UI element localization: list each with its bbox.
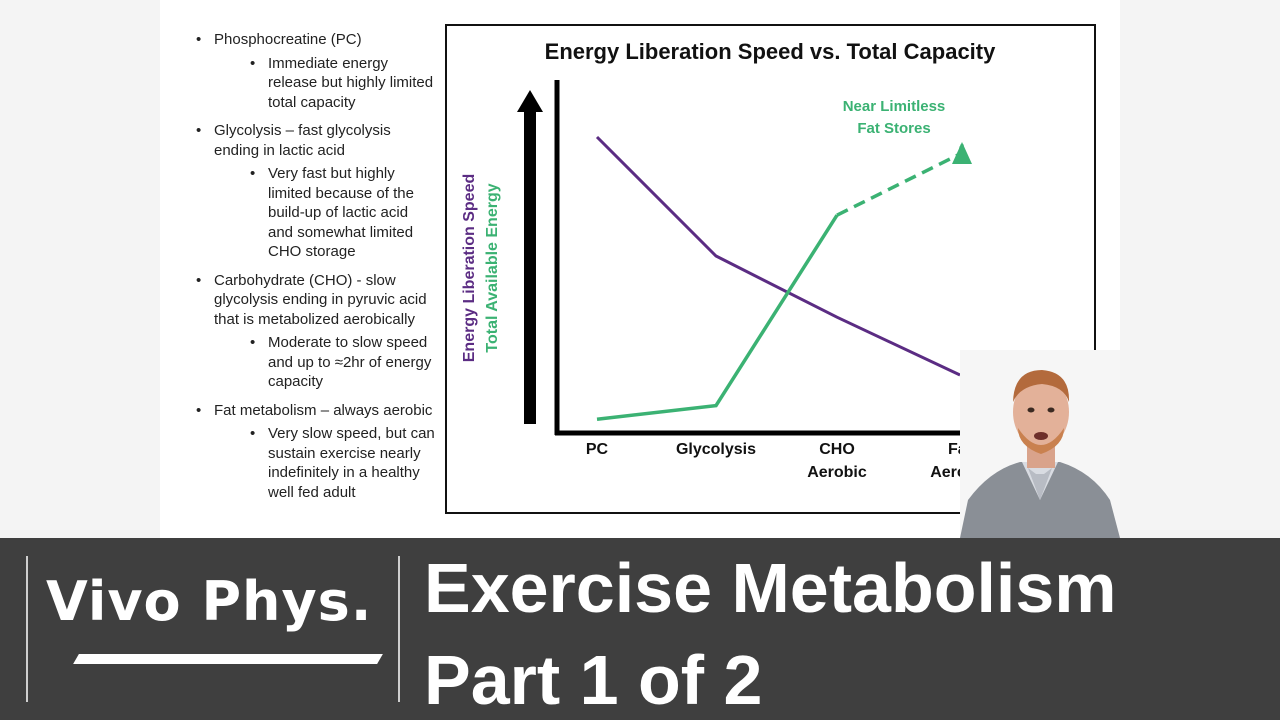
- x-tick-label: CHO: [819, 441, 855, 458]
- slide: Phosphocreatine (PC) Immediate energy re…: [0, 0, 1280, 538]
- y-axis-label-speed: Energy Liberation Speed: [461, 174, 478, 362]
- bullet-item: Carbohydrate (CHO) - slow glycolysis end…: [196, 271, 436, 392]
- sub-bullet-item: Very slow speed, but can sustain exercis…: [214, 424, 436, 502]
- title-banner: [0, 538, 1280, 720]
- presenter-image: [960, 350, 1120, 538]
- sub-bullet-item: Immediate energy release but highly limi…: [214, 54, 436, 113]
- annotation-near-limitless-fat-stores: Near Limitless: [843, 98, 946, 115]
- energy-series-dashed-extension: [836, 141, 964, 217]
- bullet-item: Glycolysis – fast glycolysis ending in l…: [196, 121, 436, 262]
- x-tick-label: Glycolysis: [676, 441, 756, 458]
- bullet-list: Phosphocreatine (PC) Immediate energy re…: [196, 30, 436, 511]
- energy-up-arrow-head: [952, 142, 972, 164]
- sub-bullet-item: Very fast but highly limited because of …: [214, 164, 436, 262]
- x-tick-label: PC: [586, 441, 609, 458]
- energy-series-line: [596, 214, 839, 421]
- annotation-near-limitless-fat-stores: Fat Stores: [857, 120, 930, 137]
- logo-underline: [73, 654, 383, 664]
- y-axis-label-energy: Total Available Energy: [484, 183, 501, 352]
- slide-left-margin: [0, 0, 160, 538]
- divider: [398, 556, 400, 702]
- vivo-phys-logo: Vivo Phys.: [46, 562, 386, 672]
- bullet-item: Fat metabolism – always aerobic Very slo…: [196, 401, 436, 503]
- sub-bullet-item: Moderate to slow speed and up to ≈2hr of…: [214, 333, 436, 392]
- slide-right-margin: [1120, 0, 1280, 538]
- video-title-line-1: Exercise Metabolism: [424, 549, 1117, 627]
- speed-series-line: [595, 135, 961, 377]
- divider: [26, 556, 28, 702]
- presenter-video: [960, 350, 1120, 538]
- video-title-line-2: Part 1 of 2: [424, 641, 763, 719]
- chart-title: Energy Liberation Speed vs. Total Capaci…: [545, 39, 996, 64]
- bullet-item: Phosphocreatine (PC) Immediate energy re…: [196, 30, 436, 112]
- y-direction-arrow-head: [517, 90, 543, 112]
- x-tick-label: Aerobic: [807, 464, 867, 481]
